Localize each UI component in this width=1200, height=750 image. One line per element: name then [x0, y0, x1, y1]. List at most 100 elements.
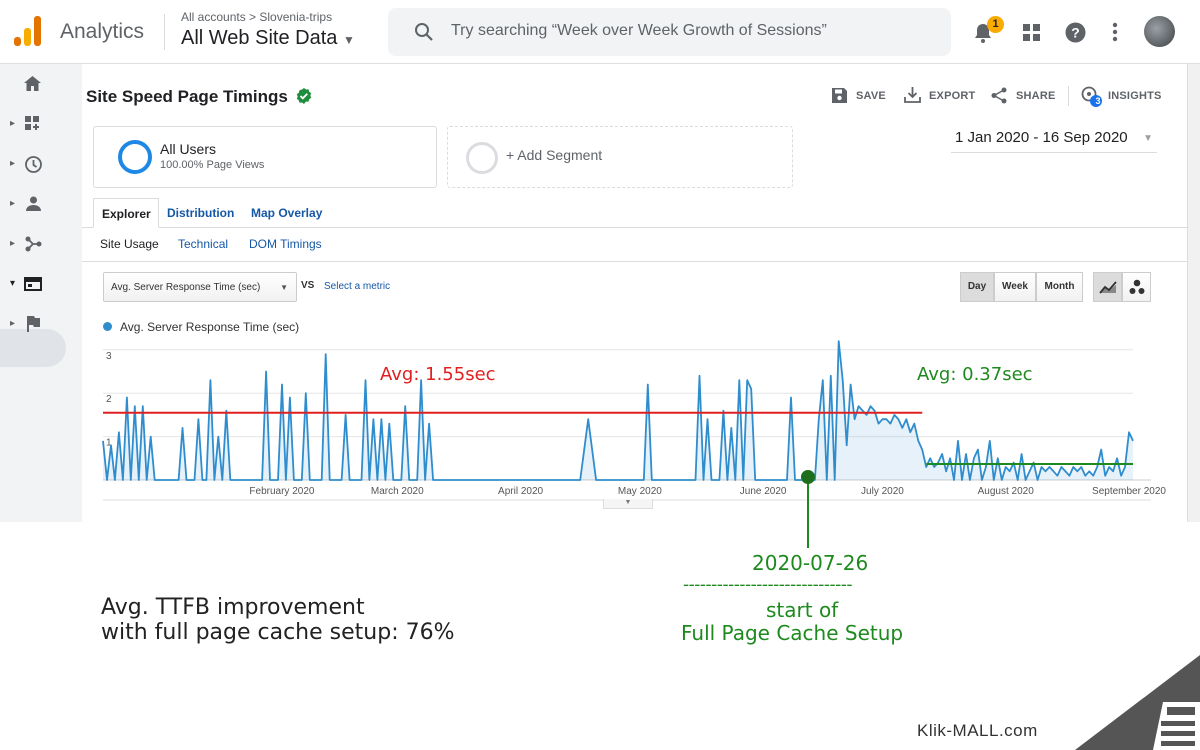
- vs-label: VS: [301, 280, 315, 291]
- empty-segment-ring-icon: [466, 142, 498, 174]
- granularity-week-button[interactable]: Week: [994, 272, 1036, 302]
- page-title: Site Speed Page Timings: [86, 87, 312, 107]
- subtabs-divider: [82, 261, 1188, 262]
- expand-arrow-icon: ▸: [10, 238, 16, 249]
- legend-series-label: Avg. Server Response Time (sec): [120, 320, 300, 334]
- granularity-month-button[interactable]: Month: [1036, 272, 1083, 302]
- improvement-line1: Avg. TTFB improvement: [101, 595, 365, 620]
- avatar[interactable]: [1144, 16, 1175, 47]
- collapse-arrow-icon: ▾: [10, 278, 16, 289]
- svg-text:?: ?: [1071, 25, 1080, 41]
- expand-arrow-icon: ▸: [10, 158, 16, 169]
- tab-distribution[interactable]: Distribution: [167, 206, 235, 220]
- expand-arrow-icon: ▸: [10, 198, 16, 209]
- expand-arrow-icon: ▸: [10, 318, 16, 329]
- marker-caption-line2: Full Page Cache Setup: [681, 621, 904, 645]
- action-divider: [1068, 86, 1069, 106]
- subtab-site-usage[interactable]: Site Usage: [100, 237, 159, 251]
- clock-icon[interactable]: [25, 156, 42, 173]
- x-tick-label: July 2020: [861, 486, 904, 497]
- chevron-down-icon: ▼: [342, 33, 355, 47]
- chart-collapse-handle[interactable]: ▼: [603, 499, 653, 509]
- x-tick-label: March 2020: [371, 486, 424, 497]
- klik-mall-logo-icon: [1075, 655, 1200, 750]
- date-range-picker[interactable]: 1 Jan 2020 - 16 Sep 2020 ▼: [951, 129, 1157, 153]
- marker-line: [807, 478, 809, 548]
- person-icon[interactable]: [26, 196, 41, 211]
- property-selector[interactable]: All Web Site Data ▼: [181, 27, 355, 50]
- search-placeholder: Try searching “Week over Week Growth of …: [451, 22, 827, 39]
- flag-icon[interactable]: [26, 316, 40, 332]
- date-range-text: 1 Jan 2020 - 16 Sep 2020: [955, 129, 1128, 146]
- sidebar-active-highlight: [0, 329, 66, 367]
- analytics-logo-icon[interactable]: [14, 16, 42, 46]
- legend-series-dot: [103, 322, 112, 331]
- bubble-chart-icon: [1129, 279, 1144, 294]
- marker-dot: [801, 470, 815, 484]
- y-tick-label: 1: [106, 438, 112, 449]
- line-chart-toggle[interactable]: [1093, 272, 1122, 302]
- share-icon: [991, 87, 1007, 104]
- line-chart-icon: [1098, 281, 1117, 294]
- add-segment-button[interactable]: + Add Segment: [447, 126, 793, 188]
- segment-all-users[interactable]: All Users 100.00% Page Views: [93, 126, 437, 188]
- after-average-label: Avg: 0.37sec: [917, 364, 1033, 385]
- chevron-down-icon: ▼: [280, 283, 288, 292]
- more-vert-icon[interactable]: [1112, 22, 1118, 42]
- share-button[interactable]: SHARE: [1016, 90, 1056, 102]
- acquisition-icon[interactable]: [25, 236, 42, 252]
- metric-select-value: Avg. Server Response Time (sec): [111, 282, 261, 293]
- segment-ring-icon: [118, 140, 152, 174]
- export-icon: [904, 87, 921, 103]
- x-tick-label: February 2020: [249, 486, 314, 497]
- x-tick-label: September 2020: [1092, 486, 1166, 497]
- marker-caption-line1: start of: [766, 598, 839, 622]
- help-icon[interactable]: ?: [1065, 22, 1086, 43]
- notification-badge: 1: [987, 16, 1004, 33]
- improvement-line2: with full page cache setup: 76%: [101, 620, 455, 645]
- tab-explorer[interactable]: Explorer: [93, 198, 159, 228]
- select-metric-link[interactable]: Select a metric: [324, 281, 391, 292]
- x-tick-label: May 2020: [618, 486, 662, 497]
- y-tick-label: 2: [106, 394, 112, 405]
- tabs-divider: [82, 227, 1188, 228]
- save-button[interactable]: SAVE: [856, 90, 886, 102]
- improvement-summary: Avg. TTFB improvement with full page cac…: [101, 595, 455, 645]
- chevron-down-icon: ▼: [1143, 133, 1153, 144]
- subtab-technical[interactable]: Technical: [178, 237, 229, 251]
- insights-count: 3: [1095, 96, 1101, 106]
- search-box[interactable]: Try searching “Week over Week Growth of …: [388, 8, 951, 56]
- watermark-text: Klik-MALL.com: [917, 721, 1038, 740]
- segment-subtitle: 100.00% Page Views: [160, 159, 265, 171]
- page-title-text: Site Speed Page Timings: [86, 87, 288, 106]
- home-icon[interactable]: [24, 76, 41, 91]
- vertical-scrollbar[interactable]: [1187, 64, 1200, 522]
- verified-check-icon: [296, 88, 311, 104]
- search-icon: [415, 23, 433, 41]
- account-breadcrumb[interactable]: All accounts > Slovenia-trips: [181, 10, 333, 24]
- x-tick-label: April 2020: [498, 486, 543, 497]
- series-area: [103, 341, 1133, 480]
- x-tick-label: June 2020: [740, 486, 787, 497]
- subtab-dom-timings[interactable]: DOM Timings: [249, 237, 322, 251]
- series-line: [102, 340, 1134, 481]
- metric-select[interactable]: Avg. Server Response Time (sec) ▼: [103, 272, 297, 302]
- marker-separator: ------------------------------: [683, 575, 853, 595]
- top-bar: Analytics All accounts > Slovenia-trips …: [0, 0, 1200, 64]
- property-name: All Web Site Data: [181, 27, 338, 49]
- x-tick-label: August 2020: [978, 486, 1035, 497]
- granularity-day-button[interactable]: Day: [960, 272, 994, 302]
- before-average-label: Avg: 1.55sec: [380, 364, 496, 385]
- behavior-icon[interactable]: [24, 277, 42, 291]
- y-tick-label: 3: [106, 351, 112, 362]
- sidebar: ▸ ▸ ▸ ▸ ▾ ▸: [0, 64, 82, 522]
- add-segment-label: + Add Segment: [506, 147, 603, 163]
- motion-chart-toggle[interactable]: [1122, 272, 1151, 302]
- apps-grid-icon[interactable]: [1023, 24, 1040, 41]
- app-name: Analytics: [60, 20, 145, 43]
- insights-button[interactable]: INSIGHTS: [1108, 90, 1162, 102]
- tab-map-overlay[interactable]: Map Overlay: [251, 206, 323, 220]
- export-button[interactable]: EXPORT: [929, 90, 976, 102]
- customization-icon[interactable]: [25, 116, 41, 132]
